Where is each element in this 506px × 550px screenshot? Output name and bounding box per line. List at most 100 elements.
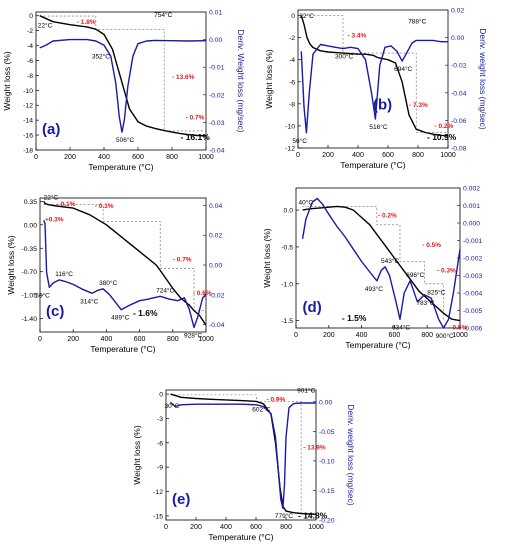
derivative-curve: [170, 401, 316, 509]
temperature-annotation: 493°C: [365, 285, 383, 293]
y2-axis-label: Deriv. weight loss (mg/sec): [346, 404, 356, 506]
y-tick-label: -9: [157, 465, 163, 472]
y-tick-label: -6: [157, 440, 163, 447]
x-tick-label: 800: [421, 332, 433, 339]
chart-panel: 0 200 400 600 800 1000 0 -2 -4 -6 -8 -10 -12 0.02 0.00…: [264, 8, 488, 171]
y-tick-label: 0.0: [284, 208, 294, 215]
loss-annotation: - 0.7%: [186, 114, 205, 121]
total-loss-annotation: - 1.6%: [133, 308, 158, 318]
chart-panel: 0 200 400 600 800 1000 0.35 0.00 -0.35 -0.70 -1.05…: [6, 193, 225, 354]
x-axis-label: Temperature (°C): [340, 160, 405, 170]
y-tick-label: -14: [23, 118, 33, 125]
y2-tick-label: -0.001: [463, 238, 482, 245]
temperature-annotation: 56°C: [292, 137, 307, 145]
x-tick-label: 0: [38, 336, 42, 343]
x-tick-label: 200: [322, 152, 334, 159]
total-loss-annotation: - 14.8%: [298, 510, 328, 520]
y2-tick-label: 0.04: [209, 203, 222, 210]
x-tick-label: 1000: [198, 154, 214, 161]
temperature-annotation: 825°C: [427, 288, 445, 296]
panel-label: (a): [42, 121, 60, 138]
y2-tick-label: 0.000: [463, 221, 480, 228]
y-tick-label: -1.5: [281, 318, 293, 325]
y2-tick-label: -0.20: [319, 518, 335, 525]
y-tick-label: 0.35: [24, 199, 37, 206]
temperature-annotation: 30°C: [165, 402, 180, 410]
y-axis-label: Weight loss (%): [2, 51, 12, 111]
temperature-annotation: 724°C: [156, 286, 174, 294]
panel-label: (c): [46, 303, 64, 320]
y2-tick-label: -0.15: [319, 488, 335, 495]
y-axis-label: Weight loss (%): [6, 235, 16, 295]
temperature-annotation: 901°C: [297, 387, 315, 395]
derivative-curve: [43, 220, 207, 329]
panel-label: (e): [172, 491, 190, 508]
temperature-annotation: 543°C: [381, 257, 399, 265]
x-tick-label: 800: [412, 152, 424, 159]
y2-tick-label: -0.05: [319, 429, 335, 436]
y-tick-label: -2: [27, 28, 33, 35]
y2-tick-label: -0.04: [209, 322, 225, 329]
temperature-annotation: 40°C: [299, 199, 314, 207]
chart-panel: 0 200 400 600 800 1000 0.0 -0.5 -1.0 -1.5 0.002 0.0…: [262, 186, 482, 351]
y-tick-label: -2: [289, 35, 295, 42]
x-tick-label: 400: [352, 152, 364, 159]
step-guide-line: [43, 204, 206, 311]
temperature-annotation: 506°C: [116, 136, 134, 144]
x-tick-label: 400: [220, 524, 232, 531]
total-loss-annotation: - 10.9%: [427, 132, 457, 142]
x-tick-label: 400: [101, 336, 113, 343]
y-tick-label: -6: [27, 58, 33, 65]
y-tick-label: -1.05: [22, 293, 38, 300]
temperature-annotation: 516°C: [369, 123, 387, 131]
loss-annotation: - 0.6%: [193, 290, 212, 297]
weight-loss-curve: [39, 15, 207, 137]
step-guide-line: [170, 394, 316, 514]
loss-annotation: - 0.2%: [435, 123, 454, 130]
loss-annotation: - 0.5%: [422, 242, 441, 249]
y2-tick-label: -0.06: [451, 118, 467, 125]
y-tick-label: -3: [157, 416, 163, 423]
y-tick-label: -0.5: [281, 244, 293, 251]
temperature-annotation: 928°C: [184, 332, 202, 340]
y-axis-label: Weight loss (%): [132, 425, 142, 485]
x-tick-label: 800: [166, 154, 178, 161]
loss-annotation: - 7.3%: [409, 102, 428, 109]
y2-tick-label: 0.00: [209, 37, 222, 44]
y2-tick-label: -0.10: [319, 458, 335, 465]
temperature-annotation: 489°C: [111, 314, 129, 322]
y-tick-label: -15: [153, 513, 163, 520]
y2-tick-label: 0.02: [451, 8, 464, 15]
x-axis-label: Temperature (°C): [345, 340, 410, 350]
temperature-annotation: 300°C: [335, 53, 353, 61]
y2-tick-label: -0.005: [463, 308, 482, 315]
y2-tick-label: 0.001: [463, 203, 480, 210]
x-tick-label: 600: [389, 332, 401, 339]
y2-tick-label: 0.00: [209, 263, 222, 270]
plot-frame: [297, 9, 449, 149]
x-tick-label: 1000: [452, 332, 468, 339]
y2-tick-label: 0.00: [319, 399, 332, 406]
temperature-annotation: 22°C: [38, 22, 53, 30]
temperature-annotation: 56°C: [35, 291, 50, 299]
loss-annotation: - 0.1%: [57, 201, 76, 208]
x-tick-label: 800: [167, 336, 179, 343]
x-tick-label: 1000: [198, 336, 214, 343]
loss-annotation: - 0.3%: [95, 203, 114, 210]
loss-annotation: - 0.7%: [173, 257, 192, 264]
panel-label: (d): [303, 299, 322, 316]
loss-annotation: - 0.3%: [437, 268, 456, 275]
y-tick-label: -16: [23, 133, 33, 140]
panel-label: (b): [373, 96, 392, 113]
y2-tick-label: -0.04: [209, 148, 225, 155]
y2-tick-label: -0.006: [463, 326, 482, 333]
temperature-annotation: 634°C: [392, 323, 410, 331]
total-loss-annotation: - 16.1%: [181, 132, 211, 142]
temperature-annotation: 754°C: [154, 11, 172, 19]
temperature-annotation: 696°C: [406, 271, 424, 279]
y-axis-label: Weight loss (%): [264, 49, 274, 109]
total-loss-annotation: - 1.5%: [342, 313, 367, 323]
x-tick-label: 0: [296, 152, 300, 159]
y-tick-label: 0.00: [24, 222, 37, 229]
